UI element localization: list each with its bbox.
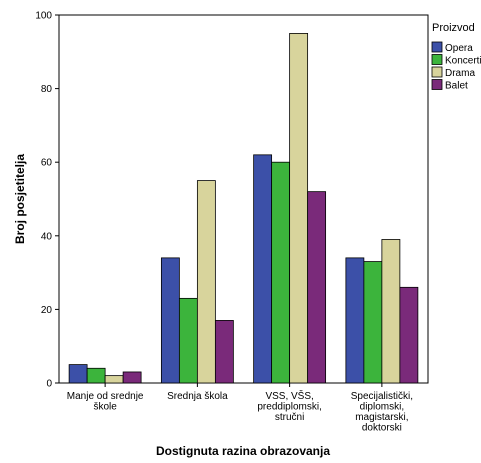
bar-opera-2	[253, 154, 273, 384]
y-axis: 0 20 40 60 80 100	[35, 11, 59, 390]
bar-opera-1	[160, 257, 180, 384]
y-tick-label: 40	[41, 231, 53, 242]
bar-opera-0	[68, 364, 88, 384]
bar-koncerti-2	[271, 161, 291, 384]
bar-drama-3	[381, 239, 401, 384]
legend-label-koncerti: Koncerti	[445, 56, 481, 67]
x-axis-title: Dostignuta razina obrazovanja	[156, 444, 330, 458]
plot-frame	[58, 14, 429, 384]
x-tick-label: Manje od srednje	[67, 391, 144, 402]
x-tick-label: škole	[93, 402, 117, 413]
bar-drama-2	[289, 33, 309, 384]
x-tick-label: VSS, VŠS,	[265, 389, 313, 402]
y-tick-label: 0	[46, 379, 52, 390]
x-tick-label: stručni	[275, 412, 304, 423]
legend-swatch-drama	[431, 66, 443, 78]
legend-label-opera: Opera	[445, 43, 473, 54]
y-axis-title: Broj posjetitelja	[13, 154, 27, 244]
legend-label-drama: Drama	[445, 68, 475, 79]
x-tick-label: diplomski,	[360, 402, 404, 413]
bar-koncerti-3	[363, 261, 383, 384]
y-tick-label: 20	[41, 305, 53, 316]
legend-swatch-balet	[431, 79, 443, 90]
y-tick-label: 80	[41, 84, 53, 95]
bar-balet-3	[399, 286, 419, 384]
x-tick-label: preddiplomski,	[257, 402, 321, 413]
legend-swatch-koncerti	[431, 54, 443, 65]
bar-drama-0	[104, 375, 124, 384]
bar-opera-3	[345, 257, 365, 384]
x-tick-label: magistarski,	[355, 412, 408, 423]
bar-koncerti-0	[86, 367, 106, 384]
legend-label-balet: Balet	[445, 81, 468, 92]
x-tick-label: doktorski	[362, 423, 402, 434]
bar-drama-1	[196, 180, 216, 384]
bar-balet-1	[214, 320, 234, 384]
y-tick-label: 60	[41, 158, 53, 169]
x-tick-label: Srednja škola	[167, 391, 228, 402]
x-tick-label: Specijalistički,	[351, 391, 413, 402]
bars	[68, 33, 419, 384]
bar-balet-2	[307, 191, 327, 384]
legend-swatch-opera	[431, 41, 443, 53]
y-tick-label: 100	[35, 11, 52, 22]
legend-title: Proizvod	[432, 22, 475, 34]
bar-koncerti-1	[178, 297, 198, 384]
bar-balet-0	[122, 371, 142, 384]
